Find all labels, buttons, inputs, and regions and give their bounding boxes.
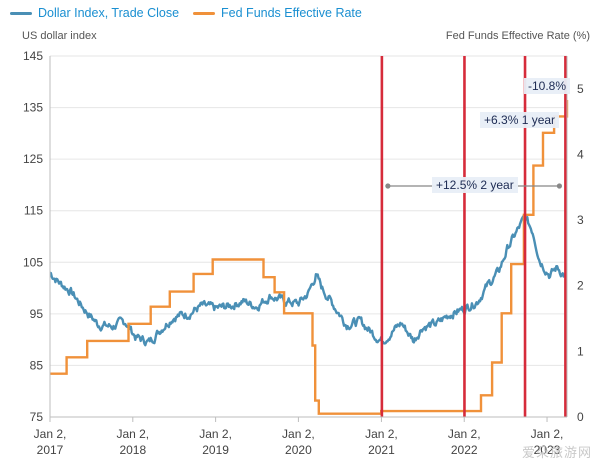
- event-markers: [380, 56, 567, 417]
- x-tick-label: Jan 2, 2017: [34, 427, 67, 457]
- axes: 75 85 95 105 115 125 135 145 0 1 2 3 4 5 Jan 2, 2017 Jan…: [23, 49, 584, 457]
- right-tick-label: 3: [577, 213, 584, 227]
- callout-recent-change: -10.8%: [524, 78, 571, 94]
- right-tick-label: 4: [577, 147, 584, 161]
- legend-item-dollar-index[interactable]: Dollar Index, Trade Close: [10, 6, 179, 20]
- fed-funds-line: [50, 100, 569, 415]
- gridlines: [50, 55, 567, 418]
- series-lines: [49, 100, 569, 415]
- right-tick-label: 1: [577, 344, 584, 358]
- span-arrow-start: [385, 183, 391, 189]
- callout-2-year-change: +12.5% 2 year: [432, 177, 518, 193]
- callout-1-year-change: +6.3% 1 year: [480, 112, 560, 128]
- legend-swatch-dollar: [10, 11, 32, 15]
- left-tick-label: 115: [24, 204, 43, 218]
- left-tick-label: 95: [30, 307, 44, 321]
- right-tick-label: 5: [577, 82, 584, 96]
- span-arrow-end: [556, 183, 563, 189]
- x-tick-label: Jan 2, 2021: [365, 427, 398, 457]
- left-tick-label: 145: [23, 49, 43, 63]
- right-axis-title: Fed Funds Effective Rate (%): [445, 30, 590, 42]
- watermark-logo: 爱朵旅游网: [521, 446, 592, 461]
- dollar-index-line: [49, 214, 568, 347]
- left-tick-label: 85: [30, 358, 44, 372]
- x-tick-label: Jan 2, 2018: [116, 427, 149, 457]
- chart-legend: Dollar Index, Trade Close Fed Funds Effe…: [10, 3, 376, 23]
- legend-item-fed-funds[interactable]: Fed Funds Effective Rate: [193, 6, 362, 20]
- x-tick-label: Jan 2, 2023: [531, 427, 564, 457]
- left-axis-title: US dollar index: [22, 30, 97, 42]
- right-tick-label: 0: [577, 410, 584, 424]
- left-tick-label: 75: [30, 410, 44, 424]
- legend-swatch-fed: [193, 11, 216, 15]
- left-tick-label: 105: [23, 255, 43, 269]
- x-tick-label: Jan 2, 2020: [282, 427, 315, 457]
- x-tick-label: Jan 2, 2019: [199, 427, 232, 457]
- legend-label-dollar: Dollar Index, Trade Close: [38, 6, 180, 20]
- x-tick-label: Jan 2, 2022: [448, 427, 481, 457]
- legend-label-fed: Fed Funds Effective Rate: [221, 6, 362, 20]
- left-tick-label: 135: [23, 101, 43, 115]
- right-tick-label: 2: [577, 279, 584, 293]
- left-tick-label: 125: [23, 152, 43, 166]
